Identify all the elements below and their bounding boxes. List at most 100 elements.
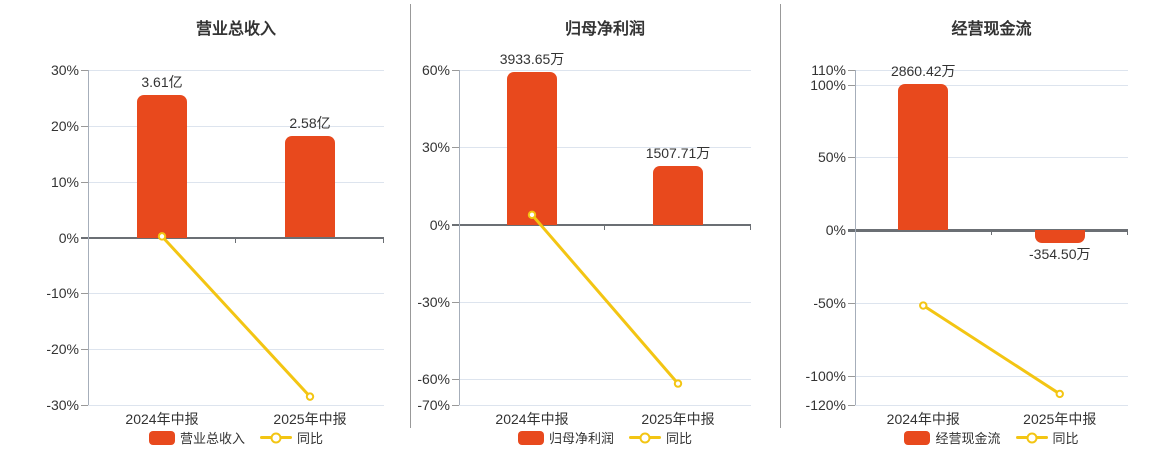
y-tick-mark [81, 349, 88, 351]
line-series-swatch-icon [1015, 432, 1048, 443]
legend-label: 归母净利润 [548, 431, 614, 446]
legend: 归母净利润 同比 [459, 428, 751, 447]
y-tick-mark [81, 293, 88, 295]
legend-item-bar-series[interactable]: 经营现金流 [904, 428, 1001, 447]
y-tick-mark [81, 70, 88, 71]
y-axis-line [459, 70, 460, 405]
gridline [855, 84, 1128, 86]
legend: 营业总收入 同比 [88, 428, 384, 447]
x-axis-labels: 2024年中报 2025年中报 [88, 409, 384, 427]
line-series-swatch-icon [629, 432, 661, 443]
y-tick-mark [81, 181, 88, 183]
x-axis-labels: 2024年中报 2025年中报 [459, 409, 751, 427]
x-axis-tick-mark [990, 231, 992, 236]
line-marker-icon [639, 432, 651, 443]
gridline [459, 147, 751, 149]
x-axis-tick-mark [604, 225, 605, 230]
y-tick-label: 100% [810, 76, 846, 93]
gridline [88, 349, 384, 351]
trend-line-path [160, 234, 312, 399]
y-tick-mark [848, 157, 855, 159]
y-tick-mark [848, 303, 855, 305]
y-tick-label: 30% [50, 62, 79, 78]
chart-panel-total-revenue: 营业总收入 30% 20% 10% 0% -10% -20% -30% 3.61亿 2.58亿 … [0, 0, 411, 450]
y-axis-line [855, 70, 856, 405]
plot-area-total-revenue: 30% 20% 10% 0% -10% -20% -30% 3.61亿 2.58亿 [46, 62, 384, 413]
x-axis-zero-line [452, 223, 751, 227]
legend-item-line-series[interactable]: 同比 [260, 428, 323, 447]
y-tick-label: 20% [50, 117, 79, 134]
y-tick-mark [452, 301, 459, 303]
bar-value-label: 3.61亿 [141, 74, 183, 91]
chart-title: 经营现金流 [951, 21, 1032, 38]
gridline [459, 405, 751, 406]
y-tick-label: 50% [817, 149, 846, 166]
panel-divider [780, 4, 781, 428]
legend-item-line-series[interactable]: 同比 [1015, 428, 1079, 447]
y-tick-mark [452, 147, 459, 149]
line-marker [305, 392, 315, 401]
y-tick-label: -50% [813, 295, 846, 312]
trend-line [527, 210, 683, 388]
bar [137, 95, 187, 238]
plot-area-operating-cash-flow: 110% 100% 50% 0% -50% -100% -120% 2860.42万 -354.… [806, 62, 1128, 413]
bar-series-swatch-icon [148, 430, 175, 445]
legend: 经营现金流 同比 [855, 428, 1128, 447]
legend-label: 同比 [1052, 431, 1079, 446]
legend-item-bar-series[interactable]: 归母净利润 [517, 428, 614, 447]
legend-label: 同比 [666, 431, 693, 446]
legend-item-line-series[interactable]: 同比 [629, 428, 692, 447]
y-tick-label: -20% [46, 341, 79, 358]
gridline [88, 293, 384, 295]
y-tick-label: 60% [421, 62, 450, 78]
y-tick-mark [452, 379, 459, 381]
y-tick-mark [848, 84, 855, 86]
bar-series-swatch-icon [517, 430, 544, 445]
x-axis-label: 2024年中报 [495, 411, 569, 427]
y-tick-mark [848, 70, 855, 71]
x-axis-tick-mark [235, 238, 236, 243]
bar-series-swatch-icon [904, 430, 931, 445]
bar-value-label: -354.50万 [1029, 246, 1091, 263]
y-tick-mark [81, 125, 88, 127]
line-marker-icon [1026, 432, 1037, 443]
x-axis-labels: 2024年中报 2025年中报 [855, 409, 1128, 427]
legend-label: 营业总收入 [179, 431, 245, 446]
bar [507, 71, 557, 225]
chart-title: 营业总收入 [195, 21, 276, 38]
gridline [855, 157, 1128, 159]
y-tick-label: 10% [50, 173, 79, 190]
bar [653, 166, 703, 225]
y-tick-label: -70% [417, 397, 450, 413]
bar-value-label: 1507.71万 [645, 145, 711, 162]
bar-value-label: 2860.42万 [890, 62, 956, 79]
legend-item-bar-series[interactable]: 营业总收入 [148, 428, 245, 447]
x-axis-tick-mark [1127, 231, 1128, 236]
gridline [88, 405, 384, 406]
x-axis-zero-line [81, 236, 384, 239]
y-tick-label: 0% [58, 229, 79, 246]
x-axis-zero-line [848, 229, 1128, 232]
chart-panel-operating-cash-flow: 经营现金流 110% 100% 50% 0% -50% -100% -120% 2860.42… [781, 0, 1160, 450]
y-tick-label: 0% [429, 216, 450, 233]
x-axis-label: 2024年中报 [125, 411, 199, 427]
x-axis-label: 2025年中报 [273, 411, 347, 427]
gridline [459, 301, 751, 303]
x-axis-label: 2025年中报 [1023, 411, 1097, 427]
x-axis-tick-mark [383, 238, 384, 243]
gridline [88, 125, 384, 127]
gridline [855, 405, 1128, 406]
trend-line [919, 301, 1064, 399]
y-tick-mark [452, 70, 459, 71]
bar [285, 135, 335, 238]
y-tick-label: -10% [46, 285, 79, 302]
x-axis-tick-mark [750, 225, 751, 230]
y-tick-label: -120% [805, 397, 846, 413]
plot-area-net-profit: 60% 30% 0% -30% -60% -70% 3933.65万 1507.71万 [417, 51, 751, 413]
bar [898, 83, 949, 231]
y-tick-label: -100% [805, 367, 846, 384]
y-tick-mark [848, 405, 855, 406]
line-marker [1055, 389, 1064, 399]
x-axis-label: 2025年中报 [641, 411, 715, 427]
